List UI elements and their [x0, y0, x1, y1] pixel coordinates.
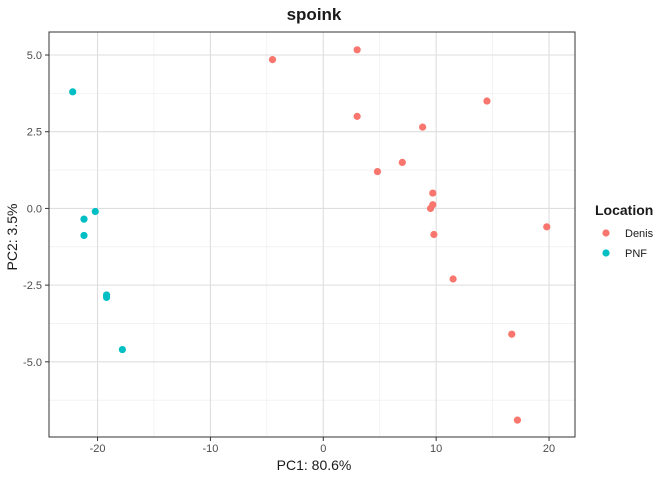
x-axis-ticks: -20 -10 0 10 20 [90, 437, 555, 455]
y-tick-label: -5.0 [23, 357, 42, 369]
data-point-denis [430, 230, 438, 239]
y-tick-label: 5.0 [27, 50, 42, 62]
y-tick-label: 2.5 [27, 127, 42, 139]
y-tick-label: 0.0 [27, 203, 42, 215]
data-point-denis [426, 204, 435, 213]
data-point-denis [373, 168, 382, 176]
data-point-pnf [91, 207, 99, 216]
x-axis-label: PC1: 80.6% [277, 457, 352, 473]
data-point-pnf [80, 231, 88, 240]
data-point-denis [268, 56, 277, 64]
legend-label-denis: Denis [625, 228, 654, 240]
legend-key-denis [602, 229, 610, 237]
chart-title: spoink [287, 5, 342, 24]
x-tick-label: -20 [90, 443, 106, 455]
x-tick-label: 20 [543, 443, 555, 455]
data-point-denis [353, 112, 361, 120]
x-tick-label: 0 [320, 443, 326, 455]
data-point-denis [483, 97, 491, 105]
legend: Location Denis PNF [595, 202, 654, 260]
data-point-denis [353, 46, 361, 54]
data-point-denis [508, 330, 516, 338]
data-point-pnf [102, 293, 111, 301]
legend-title: Location [595, 202, 653, 218]
plot-panel-border [48, 31, 576, 438]
y-axis-ticks: -5.0 -2.5 0.0 2.5 5.0 [23, 50, 49, 369]
y-tick-label: -2.5 [23, 280, 42, 292]
x-tick-label: -10 [202, 443, 218, 455]
data-point-denis [398, 158, 406, 166]
data-point-denis [429, 189, 437, 197]
legend-label-pnf: PNF [625, 248, 647, 260]
y-axis-label: PC2: 3.5% [4, 204, 20, 271]
data-point-denis [449, 275, 457, 283]
data-points [69, 46, 551, 424]
legend-items: Denis PNF [602, 228, 654, 260]
data-point-pnf [118, 345, 126, 354]
data-point-denis [419, 123, 427, 131]
x-tick-label: 10 [430, 443, 442, 455]
gridlines [49, 32, 575, 437]
data-point-pnf [69, 88, 77, 96]
data-point-denis [513, 416, 522, 424]
data-point-denis [543, 223, 551, 231]
legend-key-pnf [602, 249, 610, 257]
data-point-pnf [80, 215, 88, 223]
